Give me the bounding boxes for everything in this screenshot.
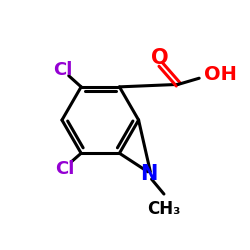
Text: OH: OH — [204, 65, 237, 84]
Text: N: N — [140, 164, 158, 184]
Text: Cl: Cl — [53, 60, 72, 78]
Text: Cl: Cl — [55, 160, 75, 178]
Text: CH₃: CH₃ — [147, 200, 181, 218]
Text: O: O — [151, 48, 168, 68]
